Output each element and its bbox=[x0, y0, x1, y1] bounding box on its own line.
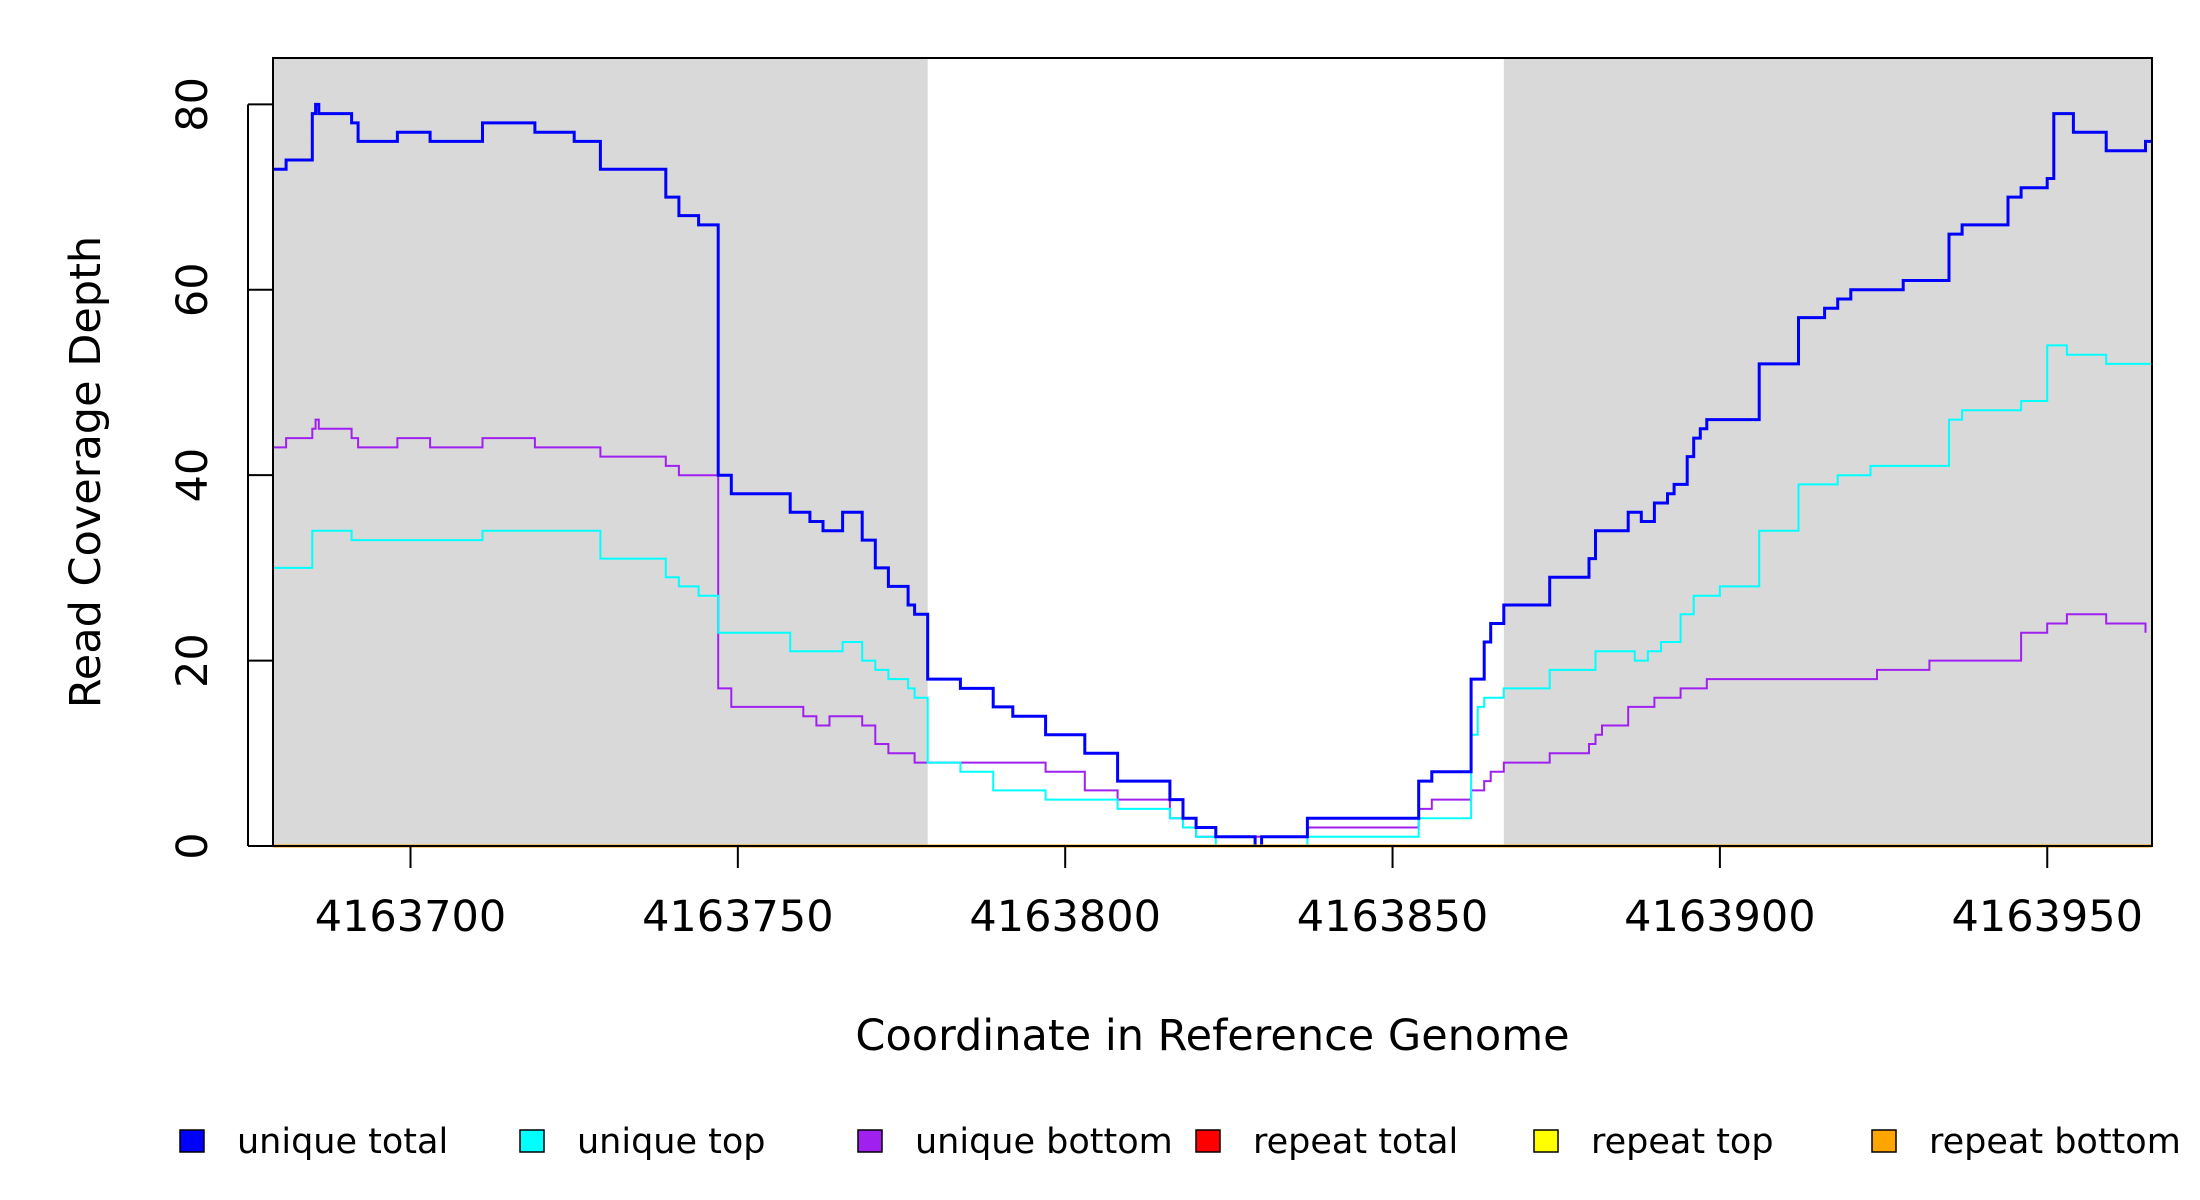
x-tick-label: 4163750 bbox=[642, 892, 834, 942]
y-tick-label: 0 bbox=[168, 832, 218, 859]
x-axis-title: Coordinate in Reference Genome bbox=[855, 1011, 1569, 1061]
y-tick-label: 80 bbox=[168, 77, 218, 132]
x-axis: 4163700 4163750 4163800 4163850 4163900 41639… bbox=[315, 846, 2143, 942]
legend-swatch-repeat-bottom bbox=[1871, 1129, 1897, 1153]
legend-swatch-unique-total bbox=[179, 1129, 205, 1153]
y-tick-label: 60 bbox=[168, 262, 218, 317]
legend-label-unique-bottom: unique bottom bbox=[915, 1122, 1173, 1162]
series-line-unique-total bbox=[273, 102, 2152, 848]
plot-frame bbox=[272, 57, 2153, 847]
x-tick-label: 4163950 bbox=[1951, 892, 2143, 942]
legend-label-repeat-top: repeat top bbox=[1591, 1122, 1774, 1162]
x-tick-label: 4163900 bbox=[1624, 892, 1816, 942]
legend-swatch-repeat-total bbox=[1195, 1129, 1221, 1153]
legend-label-repeat-bottom: repeat bottom bbox=[1929, 1122, 2181, 1162]
x-tick-label: 4163850 bbox=[1297, 892, 1489, 942]
y-axis: 0 20 40 60 80 bbox=[168, 77, 273, 860]
x-tick-label: 4163800 bbox=[969, 892, 1161, 942]
y-axis-title: Read Coverage Depth bbox=[61, 236, 111, 708]
shaded-regions bbox=[273, 58, 2152, 846]
legend-label-unique-top: unique top bbox=[577, 1122, 766, 1162]
y-tick-label: 20 bbox=[168, 633, 218, 688]
legend: unique total unique top unique bottom repea… bbox=[179, 1122, 2181, 1162]
legend-label-repeat-total: repeat total bbox=[1253, 1122, 1458, 1162]
legend-label-unique-total: unique total bbox=[237, 1122, 448, 1162]
legend-swatch-repeat-top bbox=[1533, 1129, 1559, 1153]
y-tick-label: 40 bbox=[168, 448, 218, 503]
legend-swatch-unique-bottom bbox=[857, 1129, 883, 1153]
legend-swatch-unique-top bbox=[519, 1129, 545, 1153]
x-tick-label: 4163700 bbox=[315, 892, 507, 942]
series-line-unique-bottom bbox=[273, 418, 2147, 838]
shaded-region-2 bbox=[1503, 58, 2152, 846]
